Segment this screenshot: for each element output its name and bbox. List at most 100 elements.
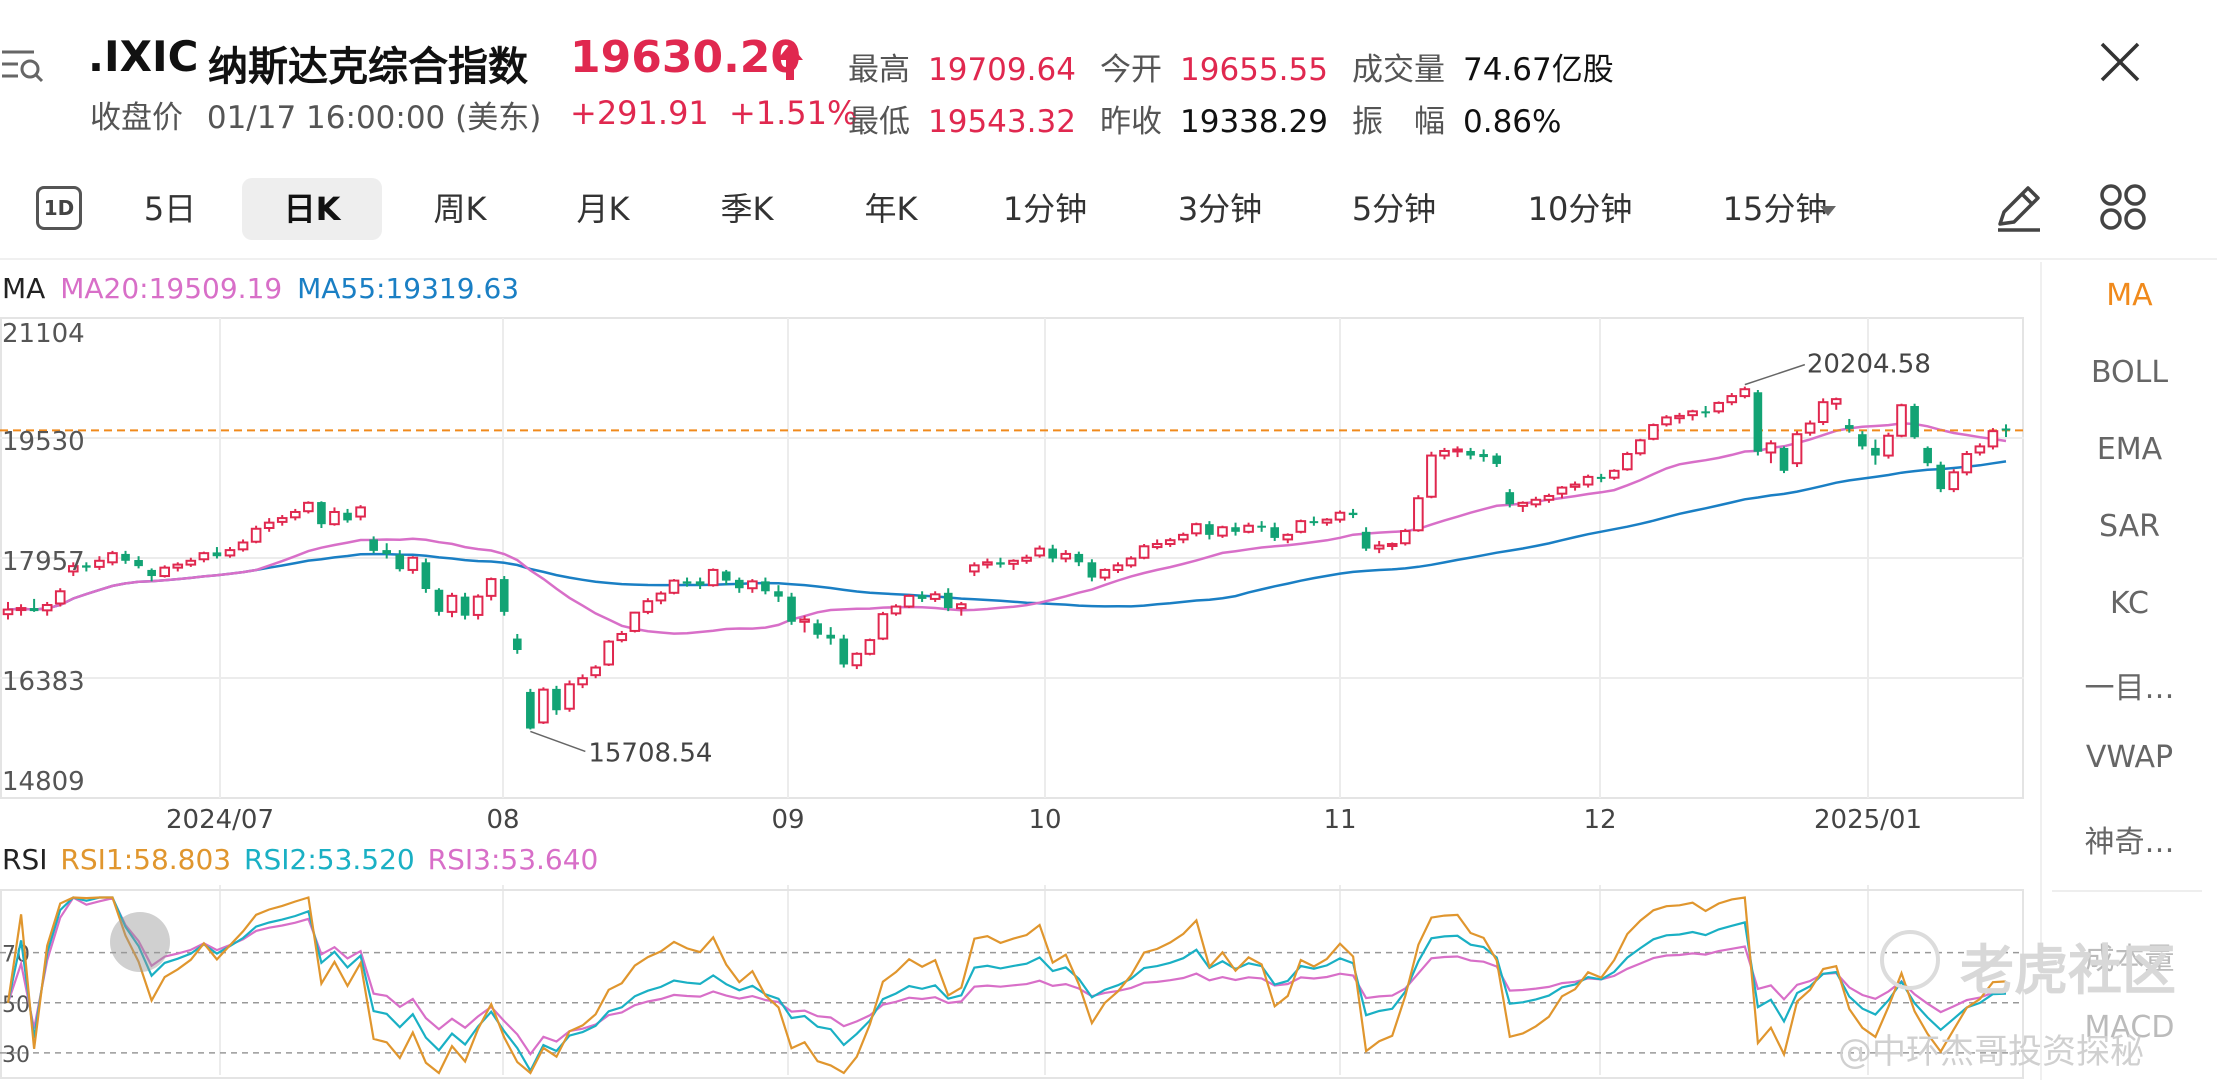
candle-body bbox=[472, 595, 484, 616]
draw-pen-icon[interactable] bbox=[1990, 180, 2046, 236]
tab-yearly-k[interactable]: 年K bbox=[864, 190, 918, 228]
candle-body bbox=[1231, 527, 1240, 532]
candle-body bbox=[1439, 449, 1450, 457]
candle-body bbox=[1112, 564, 1124, 571]
indicator-sidebar: MA BOLL EMA SAR KC 一目… VWAP 神奇… 成本量 MACD bbox=[2040, 262, 2217, 1080]
indicator-sar[interactable]: SAR bbox=[2099, 509, 2160, 544]
x-tick-label: 2025/01 bbox=[1814, 805, 1922, 835]
tab-daily-k[interactable]: 日K bbox=[242, 178, 382, 240]
tab-weekly-k[interactable]: 周K bbox=[433, 190, 487, 228]
candle-body bbox=[1138, 545, 1150, 559]
candle-body bbox=[1713, 401, 1725, 413]
tab-1-min[interactable]: 1分钟 bbox=[1002, 190, 1088, 228]
last-price: 19630.20 bbox=[570, 32, 802, 83]
candle-body bbox=[1858, 434, 1867, 447]
dropdown-caret-icon[interactable] bbox=[1818, 204, 1838, 218]
candle-body bbox=[329, 510, 340, 526]
x-tick-label: 11 bbox=[1323, 805, 1356, 835]
candle-body bbox=[1191, 523, 1202, 535]
high-annotation: 20204.58 bbox=[1807, 350, 1931, 380]
indicator-boll[interactable]: BOLL bbox=[2090, 355, 2169, 390]
ma55-line bbox=[7, 460, 2007, 611]
tab-quarterly-k[interactable]: 季K bbox=[720, 190, 774, 228]
tab-15-min[interactable]: 15分钟 bbox=[1722, 190, 1828, 228]
x-tick-label: 2024/07 bbox=[166, 805, 274, 835]
indicator-ma[interactable]: MA bbox=[2106, 278, 2153, 313]
candle-body bbox=[82, 565, 91, 568]
candle-body bbox=[1492, 455, 1502, 464]
candle-body bbox=[1739, 388, 1751, 398]
close-icon[interactable] bbox=[2098, 40, 2142, 84]
tab-5-min[interactable]: 5分钟 bbox=[1351, 190, 1437, 228]
candle-body bbox=[485, 578, 497, 597]
candle-body bbox=[1099, 568, 1111, 579]
candle-body bbox=[969, 564, 980, 573]
stat-volume: 成交量 74.67亿股 bbox=[1352, 52, 1614, 88]
candle-body bbox=[917, 595, 927, 599]
period-1d-icon[interactable]: 1D bbox=[36, 186, 82, 230]
change-value: +291.91 bbox=[570, 94, 709, 132]
index-name: 纳斯达克综合指数 bbox=[208, 44, 528, 90]
candle-body bbox=[1164, 539, 1176, 546]
candle-body bbox=[134, 560, 143, 567]
indicator-macd[interactable]: MACD bbox=[2084, 1010, 2175, 1045]
rsi-lines bbox=[6, 896, 2007, 1075]
candle-body bbox=[747, 580, 758, 590]
candle-body bbox=[289, 510, 301, 519]
indicator-vwap[interactable]: VWAP bbox=[2085, 740, 2174, 775]
candle-body bbox=[996, 562, 1005, 565]
candle-body bbox=[407, 556, 419, 571]
tab-monthly-k[interactable]: 月K bbox=[576, 190, 630, 228]
layout-grid-icon[interactable] bbox=[2098, 182, 2148, 232]
candle-body bbox=[1635, 439, 1646, 455]
low-pointer bbox=[530, 730, 586, 753]
close-label: 收盘价 bbox=[90, 100, 183, 136]
candle-body bbox=[2, 608, 14, 616]
period-toolbar: 1D 5日 日K 周K 月K 季K 年K 1分钟 3分钟 5分钟 10分钟 15… bbox=[0, 168, 2217, 248]
candle-body bbox=[1923, 447, 1932, 464]
tab-5-day[interactable]: 5日 bbox=[143, 190, 197, 228]
ma20-line bbox=[7, 422, 2007, 635]
rsi3-value: RSI3:53.640 bbox=[427, 843, 599, 876]
candle-body bbox=[276, 517, 288, 523]
candle-body bbox=[1910, 405, 1919, 438]
quote-header: .IXIC 纳斯达克综合指数 19630.20 收盘价 01/17 16:00:… bbox=[0, 0, 2217, 160]
indicator-ichimoku[interactable]: 一目… bbox=[2084, 671, 2175, 706]
candle-body bbox=[1765, 442, 1777, 454]
candle-body bbox=[446, 594, 458, 613]
close-info: 收盘价 01/17 16:00:00 (美东) bbox=[90, 92, 541, 137]
chart-grid bbox=[0, 317, 2024, 1079]
candle-body bbox=[1936, 464, 1946, 490]
candle-body bbox=[54, 590, 66, 605]
candle-body bbox=[787, 596, 796, 622]
indicator-ema[interactable]: EMA bbox=[2096, 432, 2163, 467]
high-pointer bbox=[1744, 363, 1806, 386]
candle-body bbox=[616, 632, 628, 642]
watermark-logo-icon bbox=[1880, 930, 1940, 990]
indicator-kc[interactable]: KC bbox=[2110, 586, 2149, 621]
candle-body bbox=[303, 501, 314, 513]
candle-body bbox=[603, 640, 615, 666]
candle-body bbox=[1830, 398, 1842, 405]
price-chart[interactable]: 21104 19530 17957 16383 14809 2024/07 08 09 10 11… bbox=[0, 0, 2040, 1080]
candle-body bbox=[250, 527, 262, 543]
candle-body bbox=[121, 553, 130, 561]
indicator-cost-volume[interactable]: 成本量 bbox=[2084, 942, 2175, 977]
candle-body bbox=[552, 688, 561, 711]
drag-handle-icon bbox=[110, 912, 170, 972]
ma55-value: MA55:19319.63 bbox=[297, 272, 520, 305]
candle-body bbox=[943, 592, 953, 609]
stat-amplitude: 振 幅 0.86% bbox=[1352, 104, 1562, 140]
menu-search-icon[interactable] bbox=[0, 44, 44, 84]
candle-body bbox=[2001, 428, 2011, 431]
candle-body bbox=[1948, 471, 1960, 491]
y-tick-label: 19530 bbox=[2, 427, 85, 457]
tab-3-min[interactable]: 3分钟 bbox=[1177, 190, 1263, 228]
candle-body bbox=[1452, 448, 1463, 453]
candle-body bbox=[317, 502, 326, 525]
rsi2-line bbox=[6, 896, 2007, 1074]
candle-body bbox=[1413, 497, 1424, 532]
indicator-magic[interactable]: 神奇… bbox=[2084, 825, 2175, 860]
candle-body bbox=[890, 605, 902, 615]
tab-10-min[interactable]: 10分钟 bbox=[1527, 190, 1633, 228]
